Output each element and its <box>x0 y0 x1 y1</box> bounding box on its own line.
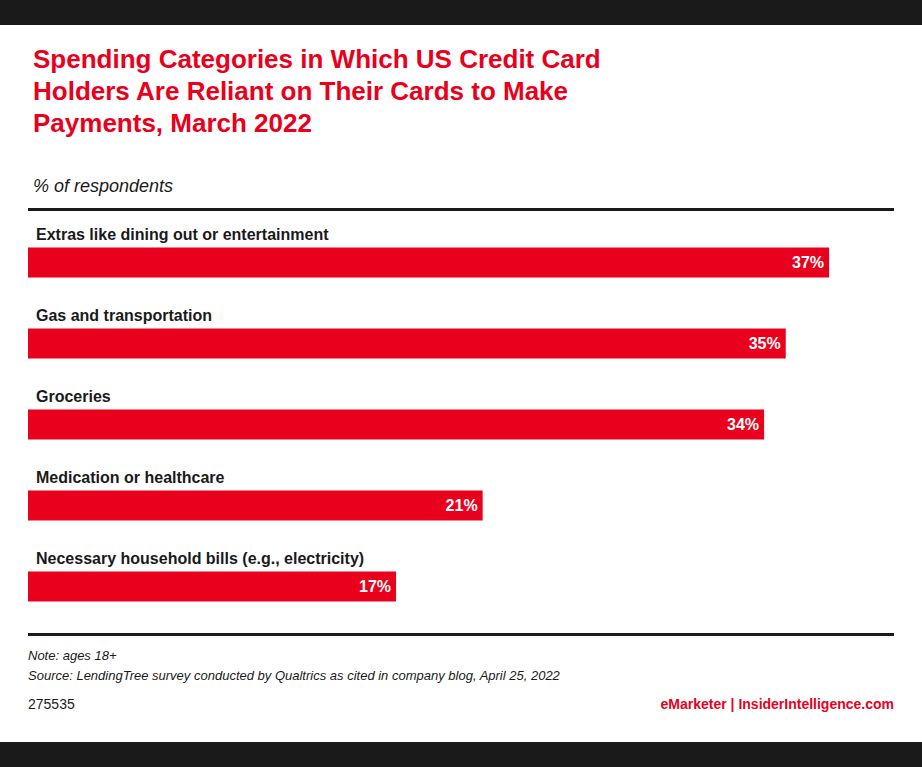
svg-text:35%: 35% <box>749 335 781 352</box>
svg-text:17%: 17% <box>359 578 391 595</box>
svg-text:Holders Are Reliant on Their C: Holders Are Reliant on Their Cards to Ma… <box>33 76 568 106</box>
svg-text:% of respondents: % of respondents <box>33 176 173 196</box>
svg-text:34%: 34% <box>727 416 759 433</box>
svg-text:Note: ages 18+: Note: ages 18+ <box>28 648 117 663</box>
svg-text:Groceries: Groceries <box>36 388 111 405</box>
svg-text:37%: 37% <box>792 254 824 271</box>
svg-text:Source: LendingTree survey con: Source: LendingTree survey conducted by … <box>28 668 561 683</box>
svg-text:275535: 275535 <box>28 696 75 712</box>
svg-text:eMarketer | InsiderIntelligenc: eMarketer | InsiderIntelligence.com <box>661 696 894 712</box>
svg-text:Medication or healthcare: Medication or healthcare <box>36 469 225 486</box>
svg-text:21%: 21% <box>446 497 478 514</box>
svg-text:Necessary household bills (e.g: Necessary household bills (e.g., electri… <box>36 550 364 567</box>
svg-text:Payments, March 2022: Payments, March 2022 <box>33 108 312 138</box>
svg-text:Gas and transportation: Gas and transportation <box>36 307 212 324</box>
svg-text:Extras like dining out or ente: Extras like dining out or entertainment <box>36 226 329 243</box>
svg-text:Spending Categories in Which U: Spending Categories in Which US Credit C… <box>33 44 601 74</box>
